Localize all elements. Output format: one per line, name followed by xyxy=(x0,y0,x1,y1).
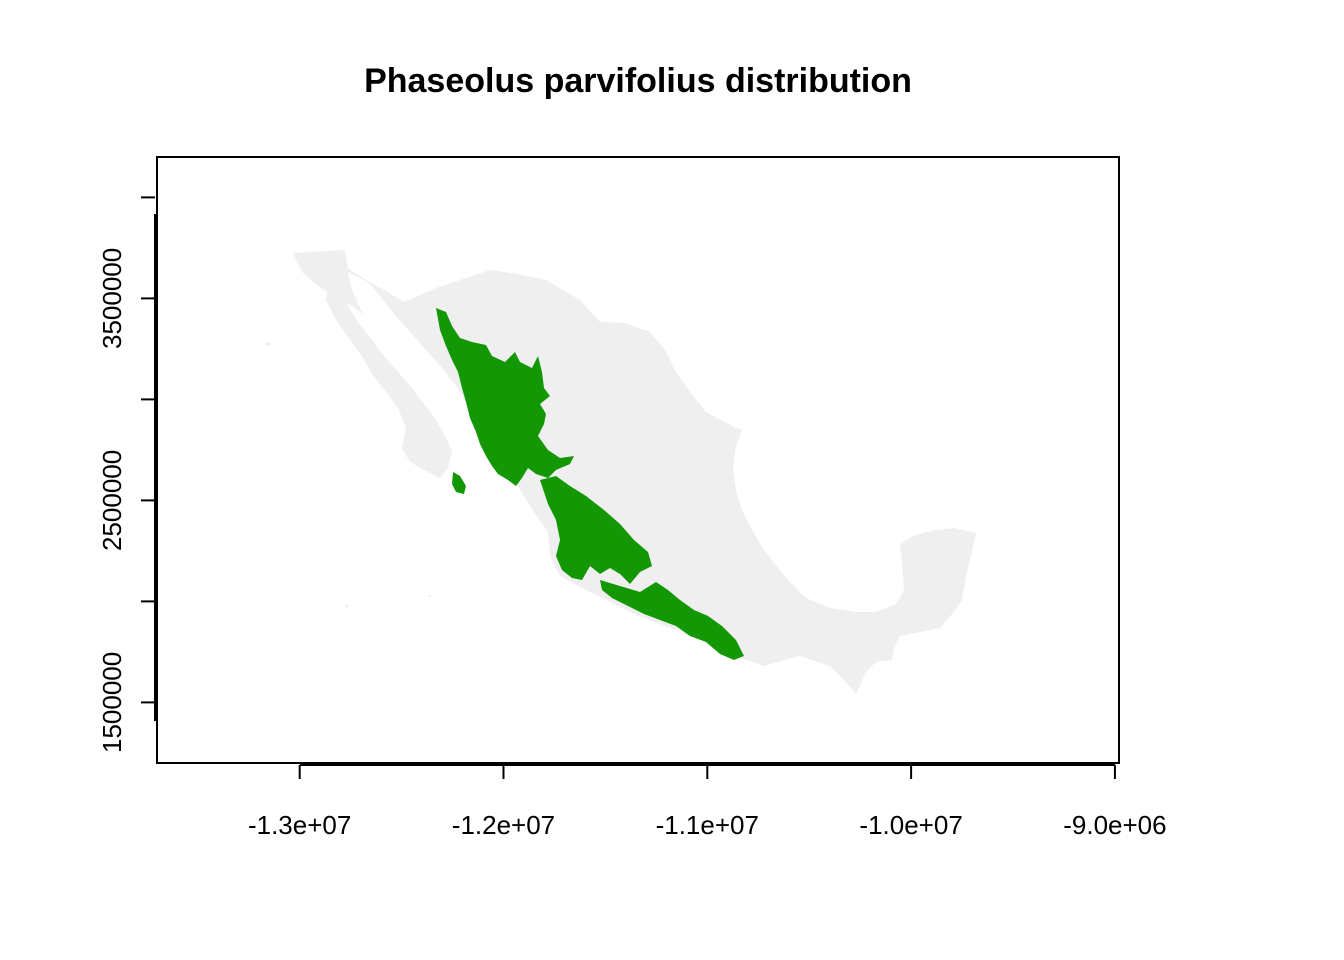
island xyxy=(266,342,270,346)
y-tick-label: 1500000 xyxy=(97,652,127,753)
x-tick-label: -1.3e+07 xyxy=(248,810,351,840)
island xyxy=(345,604,349,608)
y-axis: 1500000 2500000 3500000 xyxy=(97,196,156,753)
x-axis: -1.3e+07 -1.2e+07 -1.1e+07 -1.0e+07 -9.0e+06 xyxy=(248,764,1167,840)
x-tick-label: -9.0e+06 xyxy=(1063,810,1166,840)
distribution-patch-south xyxy=(600,580,744,660)
island xyxy=(428,594,432,598)
distribution-patch-central xyxy=(540,476,652,584)
distribution-patch-north xyxy=(436,308,574,486)
species-distribution xyxy=(436,308,744,660)
x-tick-label: -1.0e+07 xyxy=(859,810,962,840)
gulf-of-california xyxy=(348,272,492,460)
x-tick-label: -1.2e+07 xyxy=(452,810,555,840)
country-background xyxy=(266,250,976,694)
y-tick-label: 3500000 xyxy=(97,248,127,349)
baja-california-peninsula xyxy=(326,282,452,478)
plot-title: Phaseolus parvifolius distribution xyxy=(364,62,912,100)
plot-frame xyxy=(156,156,1120,764)
y-tick-label: 2500000 xyxy=(97,450,127,551)
x-tick-label: -1.1e+07 xyxy=(656,810,759,840)
distribution-patch-baja xyxy=(452,472,466,494)
